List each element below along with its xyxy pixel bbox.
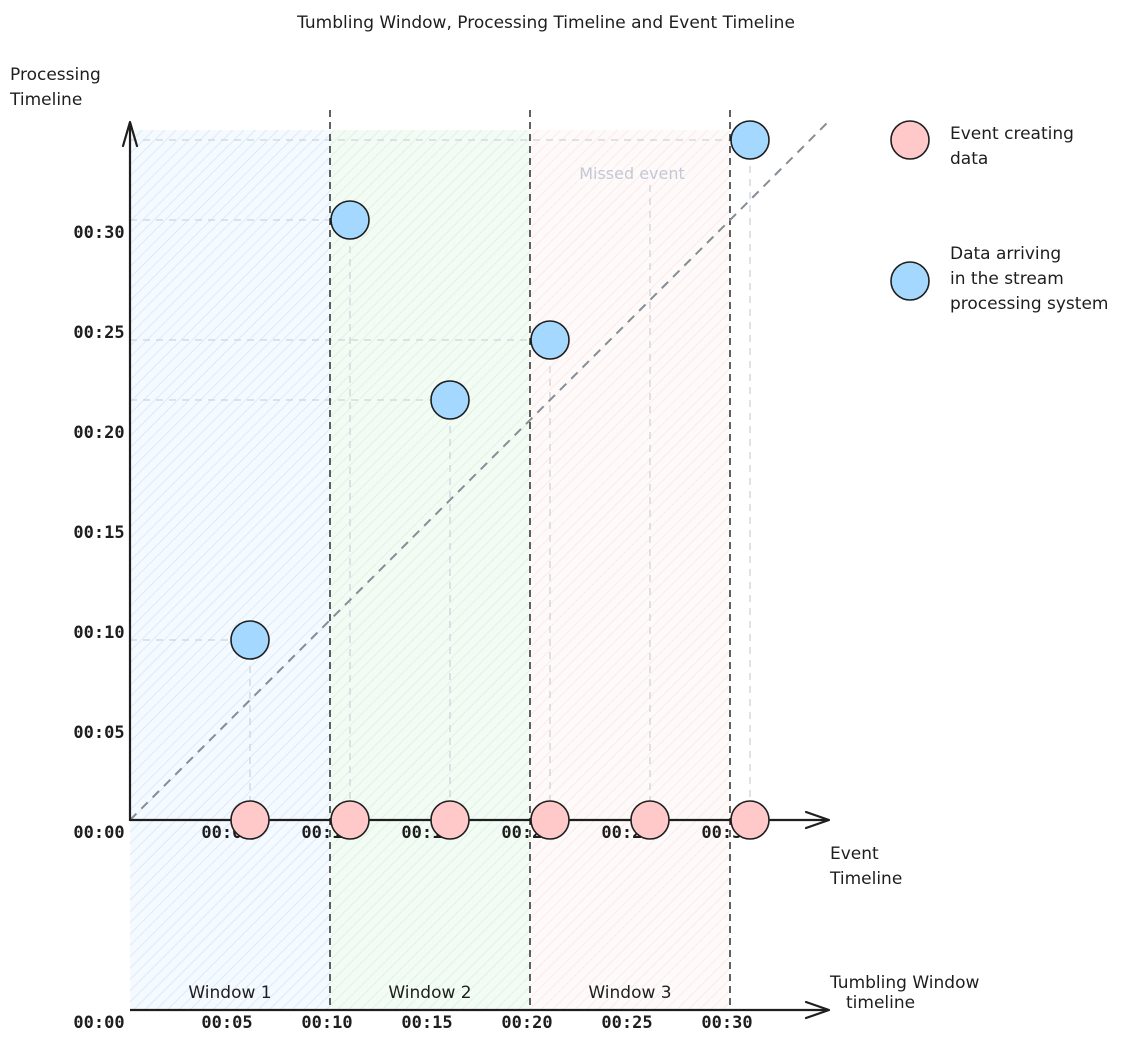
y-axis-title-line-2: Timeline (9, 90, 82, 110)
y-axis-title-line-1: Processing (10, 65, 101, 85)
window-tick-label: 00:00 (73, 1013, 124, 1033)
event-markers (230, 800, 770, 840)
legend-event-line-1: Event creating (950, 124, 1074, 144)
event-marker (230, 800, 270, 840)
y-tick-label: 00:10 (73, 623, 124, 643)
legend-arrival-icon (890, 261, 930, 301)
y-tick-label: 00:25 (73, 323, 124, 343)
y-tick-label: 00:05 (73, 723, 124, 743)
window-region-3 (530, 130, 730, 1010)
y-tick-label: 00:00 (73, 823, 124, 843)
arrival-marker (530, 320, 570, 360)
window-label: Window 1 (188, 983, 271, 1003)
event-marker (330, 800, 370, 840)
event-marker (730, 800, 770, 840)
legend-event-label: Event creating data (950, 124, 1079, 169)
window-label: Window 3 (588, 983, 671, 1003)
window-backgrounds (130, 130, 730, 1010)
legend-event-line-2: data (950, 149, 988, 169)
y-tick-label: 00:30 (73, 223, 124, 243)
missed-event-annotation: Missed event (579, 164, 685, 183)
legend-event-icon (890, 120, 930, 160)
window-labels: Window 1 Window 2 Window 3 (188, 983, 671, 1003)
window-tick-label: 00:15 (401, 1013, 452, 1033)
window-region-2 (330, 130, 530, 1010)
event-marker (530, 800, 570, 840)
arrival-marker (730, 120, 770, 160)
x-axis-title-line-1: Event (830, 844, 879, 864)
chart-title: Tumbling Window, Processing Timeline and… (296, 13, 795, 33)
window-axis-title-line-2: timeline (846, 993, 915, 1013)
window-label: Window 2 (388, 983, 471, 1003)
window-axis-title: Tumbling Window timeline (829, 973, 985, 1013)
window-tick-label: 00:25 (601, 1013, 652, 1033)
legend-arrival-line-3: processing system (950, 294, 1108, 314)
tick-labels: 00:00 00:05 00:10 00:15 00:20 00:25 00:30 00:05… (73, 223, 752, 1033)
y-axis-arrowhead (121, 120, 139, 148)
y-axis-title: Processing Timeline (9, 65, 106, 110)
arrival-markers (230, 120, 770, 660)
diagonal-reference-line (129, 119, 831, 821)
window-tick-label: 00:10 (301, 1013, 352, 1033)
x-axis-arrowhead (804, 810, 831, 830)
arrival-marker (430, 380, 470, 420)
event-marker (430, 800, 470, 840)
arrival-marker (330, 200, 370, 240)
arrival-marker (230, 620, 270, 660)
window-tick-label: 00:20 (501, 1013, 552, 1033)
window-region-1 (130, 130, 330, 1010)
window-tick-label: 00:05 (201, 1013, 252, 1033)
x-axis-title: Event Timeline (829, 844, 902, 889)
legend-arrival-line-2: in the stream (950, 269, 1064, 289)
legend: Event creating data Data arriving in the… (890, 120, 1108, 314)
window-axis-title-line-1: Tumbling Window (829, 973, 979, 993)
event-marker (630, 800, 670, 840)
y-tick-label: 00:20 (73, 423, 124, 443)
window-tick-label: 00:30 (701, 1013, 752, 1033)
window-boundaries (329, 110, 731, 1010)
y-tick-label: 00:15 (73, 523, 124, 543)
x-axis-title-line-2: Timeline (829, 869, 902, 889)
legend-arrival-line-1: Data arriving (950, 244, 1061, 264)
guide-lines (130, 139, 751, 820)
legend-arrival-label: Data arriving in the stream processing s… (950, 244, 1108, 314)
window-axis-arrowhead (804, 1000, 831, 1020)
